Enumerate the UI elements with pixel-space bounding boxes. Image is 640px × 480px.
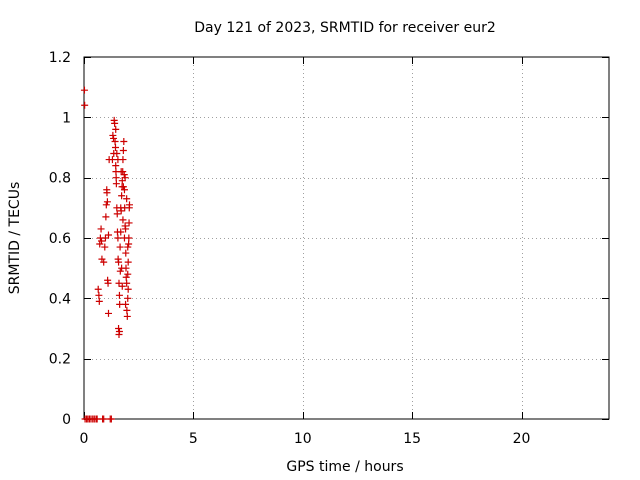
y-tick-label: 1 (62, 110, 71, 126)
data-point (124, 243, 132, 251)
data-point (110, 134, 118, 142)
data-point (100, 258, 108, 266)
y-tick-label: 1.2 (49, 50, 71, 66)
data-point (117, 204, 125, 212)
y-tick-label: 0.8 (49, 171, 71, 187)
data-point (98, 237, 105, 245)
data-point (124, 294, 132, 302)
data-point (102, 213, 110, 221)
plot-area-border (83, 56, 610, 420)
data-point (120, 171, 128, 179)
grid-lines (84, 57, 609, 419)
data-point (112, 180, 120, 188)
data-point (115, 291, 123, 299)
data-point (116, 267, 124, 275)
data-point (120, 137, 128, 145)
data-point (119, 183, 127, 191)
data-point (101, 243, 109, 251)
data-point (111, 137, 119, 145)
data-point (118, 264, 126, 272)
data-point (109, 131, 117, 139)
data-point (122, 300, 130, 308)
data-point (123, 279, 131, 287)
data-point (113, 210, 121, 218)
data-point (112, 174, 120, 182)
data-point (81, 101, 89, 109)
data-point (118, 192, 126, 200)
data-point (94, 285, 102, 293)
y-tick-labels: 0 0.2 0.4 0.6 0.8 1 1.2 (49, 50, 71, 428)
data-point (125, 219, 133, 227)
data-point (112, 144, 119, 151)
data-point (100, 415, 108, 423)
data-point (101, 234, 109, 242)
data-point (104, 279, 112, 287)
data-points (80, 86, 133, 423)
data-point (114, 156, 122, 164)
data-point (112, 162, 120, 170)
data-point (102, 201, 110, 209)
x-tick-label: 10 (294, 431, 312, 447)
data-point (122, 273, 130, 281)
y-tick-label: 0 (62, 412, 71, 428)
data-point (111, 119, 119, 127)
data-point (95, 297, 103, 305)
x-tick-label: 5 (189, 431, 198, 447)
data-point (126, 201, 133, 209)
data-point (124, 270, 132, 278)
data-point (117, 168, 125, 176)
data-point (121, 174, 129, 182)
data-point (103, 189, 111, 197)
data-point (80, 86, 88, 94)
data-point (115, 325, 123, 332)
data-point (115, 258, 123, 266)
data-point (115, 328, 123, 336)
y-axis-label: SRMTID / TECUs (7, 182, 23, 295)
data-point (113, 150, 121, 158)
data-point (116, 300, 124, 308)
data-point (117, 228, 125, 236)
data-point (105, 309, 112, 317)
x-axis-label: GPS time / hours (286, 459, 403, 475)
data-point (125, 240, 133, 248)
y-tick-label: 0.6 (49, 231, 71, 247)
data-point (116, 243, 124, 251)
data-point (123, 306, 131, 314)
x-tick-labels: 0 5 10 15 20 (80, 431, 531, 447)
data-point (119, 147, 127, 155)
data-point (95, 291, 103, 299)
data-point (105, 231, 112, 239)
data-point (118, 282, 126, 290)
x-tick-label: 15 (403, 431, 421, 447)
data-point (122, 249, 130, 257)
data-point (119, 216, 127, 224)
x-tick-label: 0 (80, 431, 89, 447)
y-tick-label: 0.4 (49, 291, 71, 307)
chart-title: Day 121 of 2023, SRMTID for receiver eur… (194, 20, 496, 36)
tick-marks (84, 57, 609, 420)
data-point (120, 186, 128, 194)
data-point (123, 195, 131, 203)
x-tick-label: 20 (513, 431, 531, 447)
data-point (124, 285, 132, 293)
data-point (124, 258, 132, 266)
data-point (120, 234, 128, 242)
data-point (103, 198, 111, 206)
data-point (107, 415, 115, 423)
data-point (112, 125, 120, 133)
y-tick-label: 0.2 (49, 352, 71, 368)
data-point (115, 279, 123, 287)
data-point (123, 312, 131, 320)
data-point (122, 225, 130, 233)
data-point (97, 225, 105, 233)
data-point (114, 234, 122, 242)
